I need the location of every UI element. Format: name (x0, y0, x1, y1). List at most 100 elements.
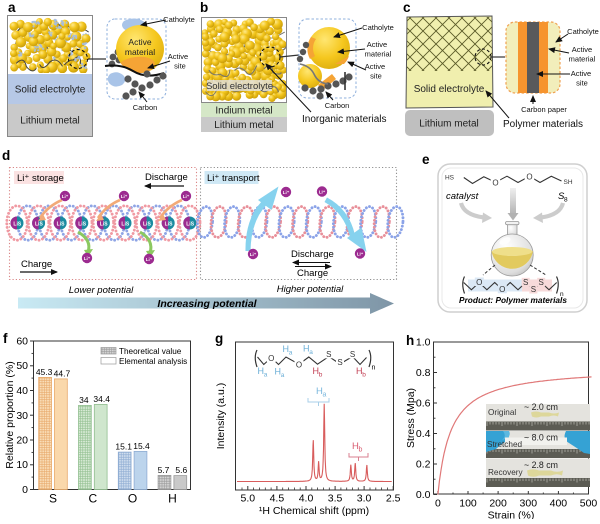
svg-text:Li⁺: Li⁺ (121, 194, 128, 199)
svg-text:b: b (200, 0, 208, 15)
svg-text:Li: Li (13, 221, 18, 227)
svg-text:40: 40 (16, 385, 28, 397)
svg-text:Discharge: Discharge (145, 172, 188, 183)
svg-text:Increasing potential: Increasing potential (157, 298, 257, 310)
svg-text:Original: Original (488, 408, 516, 417)
svg-text:Li: Li (186, 221, 191, 227)
svg-text:Recovery: Recovery (488, 468, 523, 477)
svg-text:400: 400 (550, 498, 568, 510)
svg-text:Strain (%): Strain (%) (488, 510, 535, 520)
svg-text:Discharge: Discharge (291, 249, 334, 260)
svg-text:H: H (283, 344, 290, 354)
svg-text:Indium metal: Indium metal (215, 106, 272, 117)
svg-text:HS: HS (445, 175, 455, 182)
svg-text:Active: Active (128, 37, 151, 47)
svg-text:2.5: 2.5 (386, 493, 401, 505)
svg-text:Li: Li (100, 221, 105, 227)
svg-text:H: H (352, 441, 359, 452)
svg-text:Li⁺: Li⁺ (319, 189, 326, 194)
svg-text:34.4: 34.4 (93, 394, 110, 404)
svg-text:H: H (258, 366, 265, 376)
svg-text:O: O (499, 285, 505, 294)
svg-text:n: n (560, 291, 564, 298)
svg-text:Catholyte: Catholyte (362, 23, 394, 32)
svg-text:50: 50 (16, 360, 28, 372)
svg-text:Catholyte: Catholyte (567, 27, 599, 36)
svg-text:b: b (362, 371, 366, 378)
svg-text:20: 20 (16, 435, 28, 447)
svg-text:S: S (350, 350, 355, 359)
svg-text:S: S (539, 278, 544, 287)
svg-text:S: S (558, 191, 565, 202)
svg-text:S: S (337, 358, 342, 367)
svg-text:S: S (18, 221, 22, 227)
svg-text:5.0: 5.0 (240, 493, 255, 505)
svg-text:f: f (3, 331, 8, 346)
svg-text:Charge: Charge (21, 259, 52, 270)
svg-text:Lower potential: Lower potential (69, 285, 134, 296)
svg-text:0: 0 (22, 484, 28, 496)
svg-text:Li⁺: Li⁺ (283, 190, 290, 195)
svg-text:a: a (264, 371, 268, 378)
svg-text:Li⁺: Li⁺ (62, 194, 69, 199)
svg-text:S: S (61, 221, 65, 227)
svg-text:Lithium metal: Lithium metal (20, 116, 79, 127)
svg-text:O: O (526, 173, 532, 182)
svg-text:8: 8 (564, 197, 568, 204)
svg-text:c: c (403, 0, 411, 15)
svg-text:Li⁺: Li⁺ (183, 194, 190, 199)
svg-text:Active: Active (367, 40, 387, 49)
svg-text:O: O (296, 361, 302, 370)
svg-text:Solid electrolyte: Solid electrolyte (206, 81, 273, 92)
svg-text:Intensity (a.u.): Intensity (a.u.) (215, 383, 227, 450)
svg-text:S: S (523, 278, 528, 287)
svg-text:Li⁺: Li⁺ (250, 252, 257, 257)
svg-text:n: n (372, 365, 376, 372)
svg-text:30: 30 (16, 410, 28, 422)
svg-text:4.5: 4.5 (270, 493, 285, 505)
svg-text:4.0: 4.0 (299, 493, 314, 505)
svg-text:site: site (174, 62, 186, 71)
svg-text:Charge: Charge (297, 268, 328, 279)
svg-text:Carbon paper: Carbon paper (521, 105, 567, 114)
svg-text:Higher potential: Higher potential (277, 284, 344, 295)
svg-text:Li: Li (35, 221, 40, 227)
svg-text:a: a (309, 349, 313, 356)
svg-text:C: C (88, 492, 97, 506)
svg-text:Li: Li (143, 221, 148, 227)
svg-text:500: 500 (580, 498, 598, 510)
svg-text:H: H (316, 386, 323, 397)
svg-text:Active: Active (571, 69, 591, 78)
svg-text:200: 200 (489, 498, 507, 510)
svg-text:site: site (370, 72, 382, 81)
svg-text:H: H (303, 344, 310, 354)
svg-text:~ 2.0 cm: ~ 2.0 cm (524, 402, 558, 412)
svg-text:S: S (40, 221, 44, 227)
svg-text:Carbon: Carbon (325, 101, 350, 110)
svg-text:h: h (406, 333, 414, 348)
svg-text:¹H Chemical shift (ppm): ¹H Chemical shift (ppm) (259, 505, 369, 517)
svg-text:S: S (126, 221, 130, 227)
svg-text:5.7: 5.7 (158, 465, 170, 475)
svg-text:Theoretical value: Theoretical value (119, 347, 182, 356)
svg-text:Li: Li (165, 221, 170, 227)
svg-text:Li⁺: Li⁺ (146, 257, 153, 262)
svg-text:Carbon: Carbon (133, 103, 158, 112)
svg-text:~ 2.8 cm: ~ 2.8 cm (524, 460, 558, 470)
svg-text:Relative proportion (%): Relative proportion (%) (4, 361, 16, 468)
svg-text:Solid electrolyte: Solid electrolyte (15, 85, 86, 96)
svg-text:Solid electrolyte: Solid electrolyte (414, 84, 485, 95)
svg-text:Inorganic materials: Inorganic materials (302, 114, 386, 125)
svg-text:H: H (275, 367, 282, 377)
svg-text:SH: SH (564, 179, 573, 186)
svg-text:a: a (8, 0, 16, 15)
svg-text:300: 300 (520, 498, 538, 510)
svg-text:Li⁺: Li⁺ (357, 251, 364, 256)
svg-text:0.6: 0.6 (416, 398, 431, 410)
svg-text:15.4: 15.4 (133, 441, 150, 451)
svg-text:15.1: 15.1 (115, 442, 132, 452)
svg-text:~ 8.0 cm: ~ 8.0 cm (524, 433, 558, 443)
svg-text:0.0: 0.0 (416, 489, 431, 501)
svg-text:Active: Active (365, 62, 385, 71)
svg-text:Li: Li (121, 221, 126, 227)
